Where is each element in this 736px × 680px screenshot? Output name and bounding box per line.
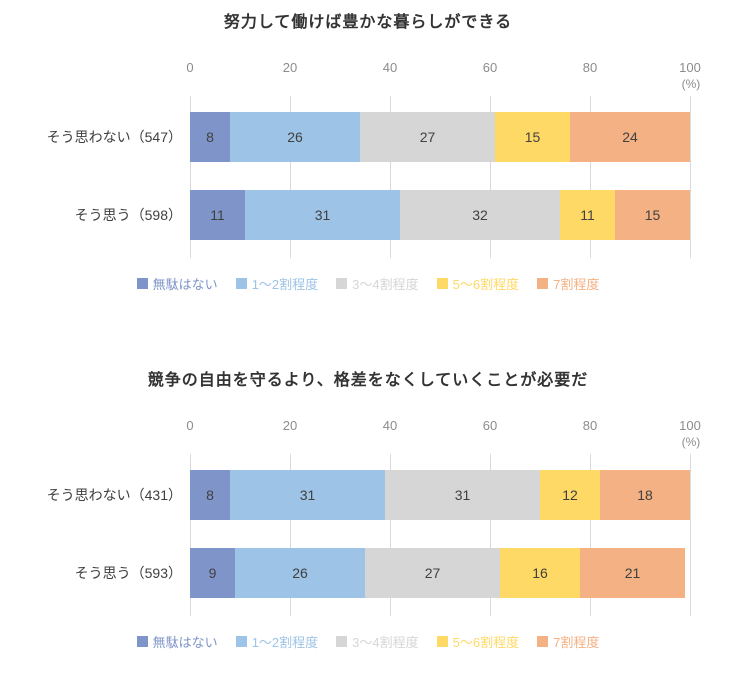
- axis-tick-label: 80: [582, 60, 598, 75]
- legend-label: 無駄はない: [152, 277, 218, 292]
- bar-row: そう思わない（547） 8 26 27 15 24: [0, 112, 736, 162]
- bar-segment: 24: [570, 112, 690, 162]
- legend-label: 1〜2割程度: [251, 277, 319, 292]
- legend-item: 3〜4割程度: [336, 274, 419, 293]
- bar-segment: 26: [235, 548, 365, 598]
- legend-item: 5〜6割程度: [436, 632, 520, 651]
- bar-segment: 15: [615, 190, 690, 240]
- axis-tick-label: 20: [282, 418, 298, 433]
- stacked-bar: 8 26 27 15 24: [190, 112, 690, 162]
- bar-segment: 18: [600, 470, 690, 520]
- stacked-bar: 9 26 27 16 21: [190, 548, 690, 598]
- legend-marker-icon: [136, 636, 148, 647]
- legend-marker-icon: [537, 636, 549, 647]
- gridline: [490, 454, 491, 616]
- legend-marker-icon: [336, 278, 348, 289]
- category-label: そう思う（598）: [74, 207, 182, 223]
- bar-segment: 11: [560, 190, 615, 240]
- plot-area: 0 20 40 60 80 100 (%): [186, 358, 701, 680]
- gridline: [590, 454, 591, 616]
- bar-segment: 31: [385, 470, 540, 520]
- bar-segment: 8: [190, 112, 230, 162]
- legend-item: 無駄はない: [136, 274, 218, 293]
- gridline: [490, 96, 491, 258]
- axis-tick-label: 40: [382, 418, 398, 433]
- legend-marker-icon: [235, 636, 247, 647]
- category-label: そう思わない（547）: [46, 129, 182, 145]
- bar-segment: 27: [365, 548, 500, 598]
- category-label: そう思う（593）: [74, 565, 182, 581]
- axis-tick-label: 60: [482, 60, 498, 75]
- axis-tick-label: 80: [582, 418, 598, 433]
- axis-tick-label: 20: [282, 60, 298, 75]
- legend-item: 無駄はない: [136, 632, 218, 651]
- axis-tick-label: 0: [186, 418, 194, 433]
- legend-item: 1〜2割程度: [235, 632, 319, 651]
- legend-item: 5〜6割程度: [436, 274, 520, 293]
- legend-label: 7割程度: [553, 277, 600, 292]
- legend-marker-icon: [436, 636, 448, 647]
- chart-title: 競争の自由を守るより、格差をなくしていくことが必要だ: [147, 372, 589, 389]
- axis-tick-label: 60: [482, 418, 498, 433]
- bar-row: そう思わない（431） 8 31 31 12 18: [0, 470, 736, 520]
- legend-label: 3〜4割程度: [352, 635, 419, 650]
- bar-segment: 11: [190, 190, 245, 240]
- category-label: そう思わない（431）: [46, 487, 182, 503]
- bar-segment: 27: [360, 112, 495, 162]
- legend-item: 1〜2割程度: [235, 274, 319, 293]
- legend-marker-icon: [436, 278, 448, 289]
- legend-label: 5〜6割程度: [452, 277, 520, 292]
- gridline: [590, 96, 591, 258]
- gridline: [690, 96, 691, 258]
- gridline: [290, 454, 291, 616]
- bar-segment: 32: [400, 190, 560, 240]
- gridline: [390, 454, 391, 616]
- axis-tick-label: 100: [679, 418, 701, 433]
- axis-unit-label: (%): [681, 77, 701, 91]
- bar-row: そう思う（598） 11 31 32 11 15: [0, 190, 736, 240]
- legend-item: 7割程度: [537, 632, 599, 651]
- legend-marker-icon: [537, 278, 549, 289]
- bar-row: そう思う（593） 9 26 27 16 21: [0, 548, 736, 598]
- gridline: [190, 96, 191, 258]
- legend-label: 7割程度: [553, 635, 600, 650]
- axis-tick-label: 100: [679, 60, 701, 75]
- gridline: [390, 96, 391, 258]
- legend-marker-icon: [136, 278, 148, 289]
- legend-item: 7割程度: [537, 274, 599, 293]
- bar-segment: 9: [190, 548, 235, 598]
- legend-label: 1〜2割程度: [251, 635, 319, 650]
- stacked-bar: 11 31 32 11 15: [190, 190, 690, 240]
- bar-segment: 31: [230, 470, 385, 520]
- legend-label: 5〜6割程度: [452, 635, 520, 650]
- legend-item: 3〜4割程度: [336, 632, 419, 651]
- bar-segment: 16: [500, 548, 580, 598]
- chart-title: 努力して働けば豊かな暮らしができる: [223, 14, 513, 31]
- legend-marker-icon: [235, 278, 247, 289]
- legend: 無駄はない 1〜2割程度 3〜4割程度 5〜6割程度 7割程度: [0, 632, 736, 651]
- gridline: [190, 454, 191, 616]
- plot-area: 0 20 40 60 80 100 (%): [186, 0, 701, 330]
- legend: 無駄はない 1〜2割程度 3〜4割程度 5〜6割程度 7割程度: [0, 274, 736, 293]
- chart-effort-wealth: 努力して働けば豊かな暮らしができる 0 20 40 60 80 100 (%) そう思わな…: [0, 0, 736, 330]
- gridline: [690, 454, 691, 616]
- legend-label: 無駄はない: [152, 635, 218, 650]
- axis-unit-label: (%): [681, 435, 701, 449]
- axis-tick-label: 40: [382, 60, 398, 75]
- bar-segment: 8: [190, 470, 230, 520]
- stacked-bar: 8 31 31 12 18: [190, 470, 690, 520]
- legend-label: 3〜4割程度: [352, 277, 419, 292]
- bar-segment: 12: [540, 470, 600, 520]
- bar-segment: 15: [495, 112, 570, 162]
- legend-marker-icon: [336, 636, 348, 647]
- chart-competition-gap: 競争の自由を守るより、格差をなくしていくことが必要だ 0 20 40 60 80 100 …: [0, 358, 736, 680]
- bar-segment: 21: [580, 548, 685, 598]
- bar-segment: 31: [245, 190, 400, 240]
- gridline: [290, 96, 291, 258]
- bar-segment: 26: [230, 112, 360, 162]
- axis-tick-label: 0: [186, 60, 194, 75]
